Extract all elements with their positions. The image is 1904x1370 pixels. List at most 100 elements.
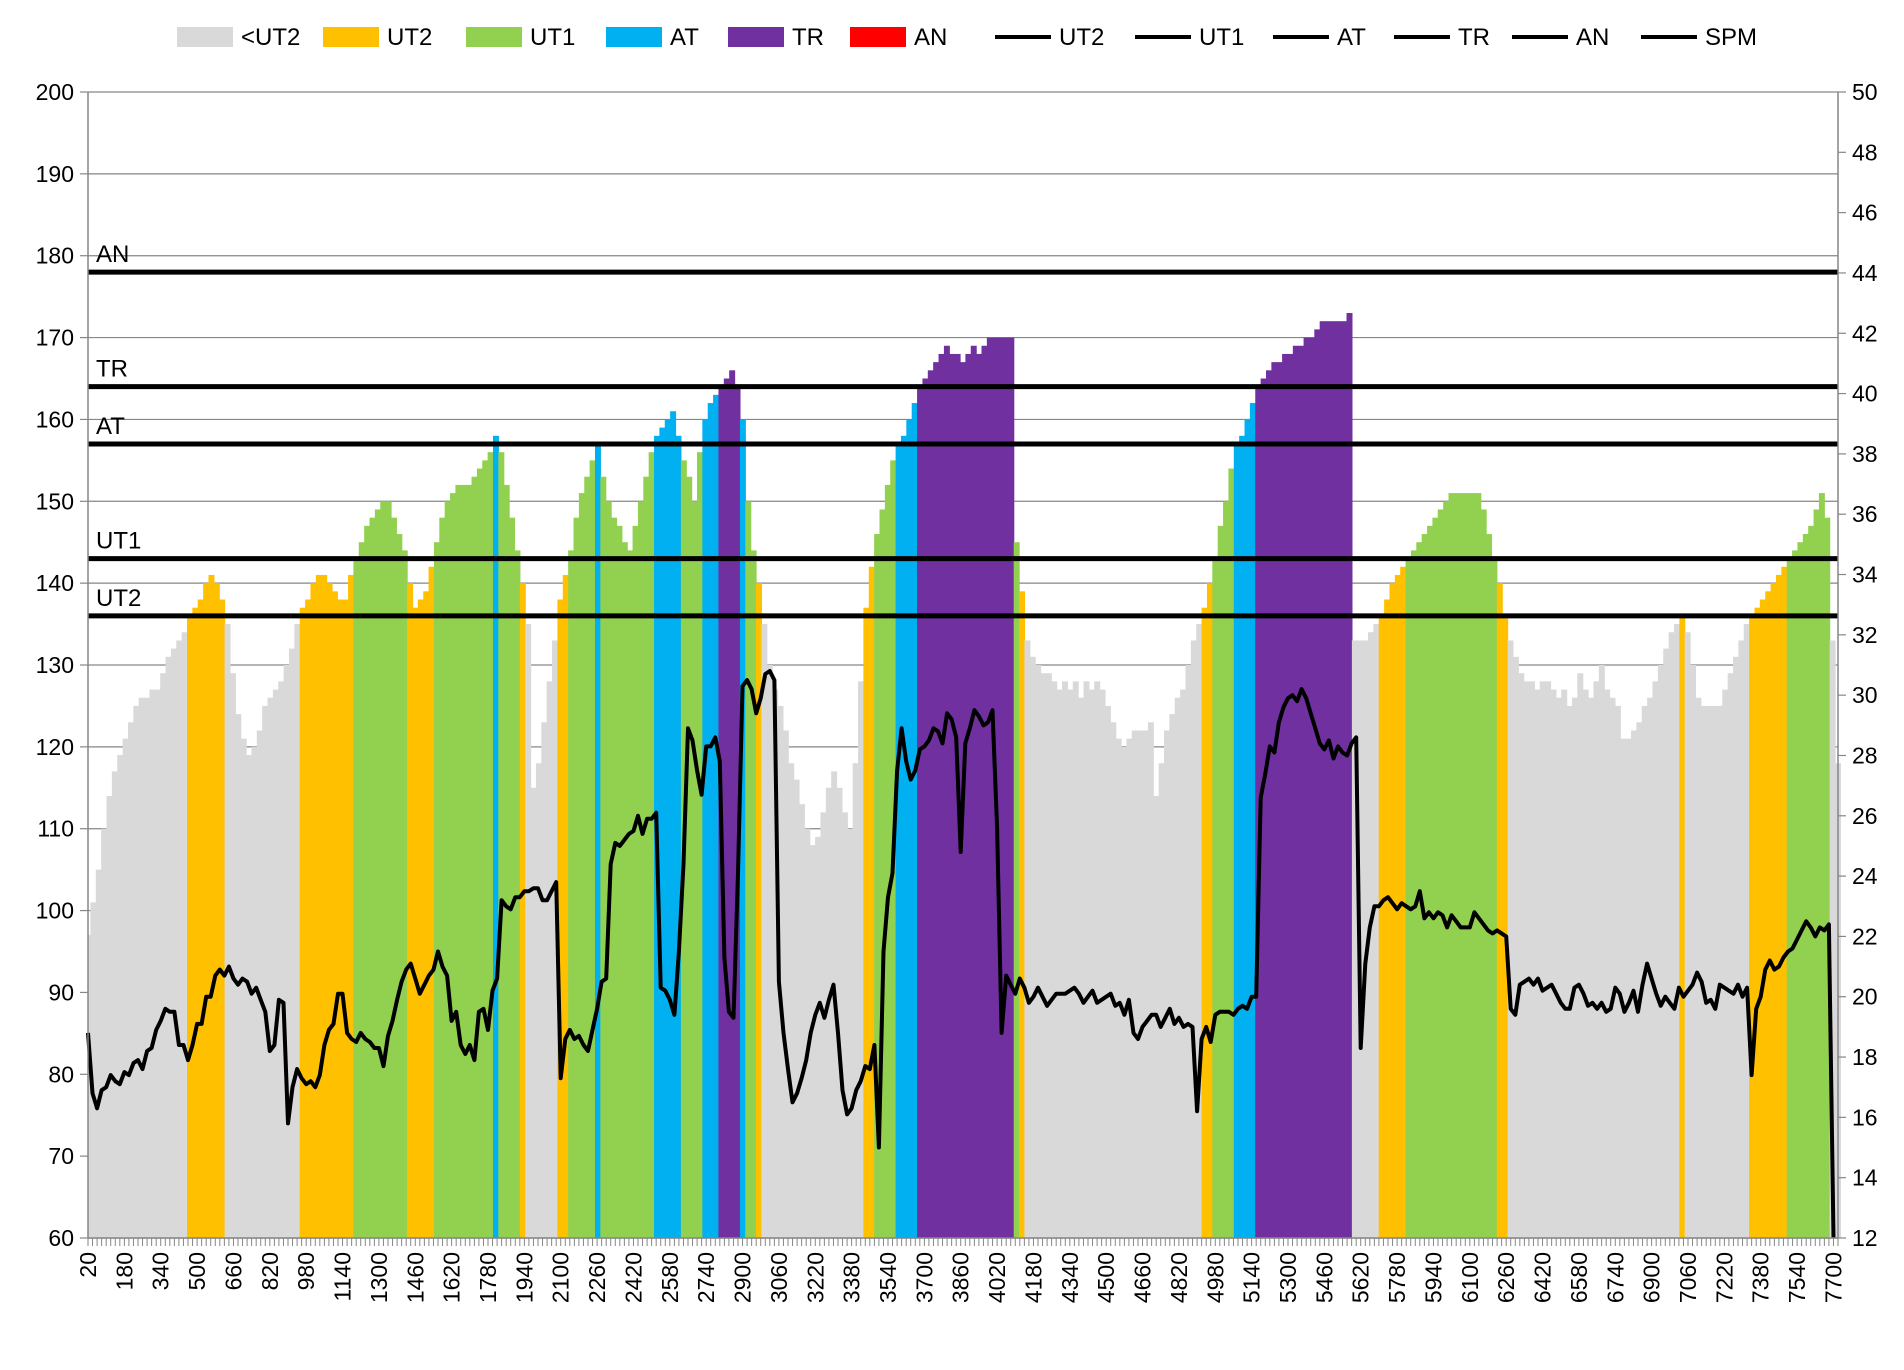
hr-bar: [1673, 624, 1680, 1238]
legend-swatch: [728, 27, 784, 47]
hr-bar: [283, 665, 290, 1238]
hr-bar: [1217, 525, 1224, 1238]
y-right-tick-label: 40: [1852, 381, 1878, 407]
hr-bar: [906, 419, 913, 1238]
hr-bar: [1196, 624, 1203, 1238]
hr-bar: [197, 599, 204, 1238]
hr-bar: [1115, 738, 1122, 1238]
hr-bar: [187, 615, 193, 1238]
hr-bar: [1276, 362, 1283, 1239]
hr-bar: [1582, 689, 1589, 1238]
hr-bar: [1051, 681, 1058, 1238]
hr-bar: [648, 452, 655, 1239]
x-tick-label: 4340: [1057, 1252, 1083, 1303]
hr-bar: [750, 550, 757, 1238]
hr-bar: [1555, 697, 1562, 1238]
x-tick-label: 3380: [839, 1252, 865, 1303]
hr-bar: [659, 427, 666, 1239]
y-left-tick-label: 200: [36, 79, 74, 105]
x-tick-label: 2260: [584, 1252, 610, 1303]
hr-bar: [423, 591, 430, 1238]
hr-bar: [1002, 337, 1009, 1239]
legend-label: UT1: [530, 24, 575, 51]
x-tick-label: 4500: [1093, 1252, 1119, 1303]
hr-bar: [348, 574, 355, 1238]
hr-bar: [1206, 583, 1213, 1238]
hr-bar: [1690, 665, 1697, 1238]
hr-bar: [1550, 689, 1557, 1238]
x-tick-label: 980: [293, 1252, 319, 1290]
hr-bar: [1287, 353, 1294, 1238]
hr-bar: [541, 722, 548, 1238]
hr-bar: [95, 869, 102, 1238]
hr-bar: [600, 476, 607, 1238]
hr-bar: [1534, 689, 1541, 1238]
hr-bar: [858, 681, 864, 1238]
y-left-tick-label: 180: [36, 243, 74, 269]
hr-bar: [1249, 403, 1256, 1238]
hr-bar: [1459, 493, 1466, 1239]
hr-bar: [1759, 599, 1766, 1238]
hr-bar: [1802, 534, 1809, 1238]
y-right-tick-label: 12: [1852, 1225, 1878, 1251]
hr-bar: [986, 337, 993, 1239]
x-tick-label: 6260: [1493, 1252, 1519, 1303]
y-right-tick-label: 30: [1852, 682, 1878, 708]
x-tick-label: 340: [148, 1252, 174, 1290]
hr-bar: [1614, 705, 1621, 1238]
hr-bar: [503, 484, 510, 1238]
hr-bar: [133, 705, 140, 1238]
hr-bar: [1432, 517, 1439, 1238]
hr-bar: [476, 468, 483, 1238]
hr-bar: [1308, 337, 1315, 1239]
threshold-label: UT2: [96, 585, 141, 612]
hr-bar: [616, 525, 623, 1238]
hr-bar: [1652, 681, 1659, 1238]
x-tick-label: 4820: [1166, 1252, 1192, 1303]
hr-bar: [170, 648, 177, 1238]
hr-bar: [637, 501, 644, 1238]
hr-bar: [723, 378, 730, 1238]
hr-bar: [1341, 321, 1348, 1238]
hr-bar: [219, 599, 226, 1238]
hr-bar: [380, 501, 387, 1238]
hr-bar: [949, 353, 956, 1238]
hr-bar: [691, 501, 698, 1238]
hr-bar: [401, 550, 408, 1238]
hr-bar: [761, 624, 768, 1238]
hr-bar: [643, 476, 650, 1238]
y-right-tick-label: 26: [1852, 803, 1878, 829]
x-tick-label: 3700: [911, 1252, 937, 1303]
y-right-tick-label: 16: [1852, 1104, 1878, 1130]
hr-bar: [487, 452, 494, 1239]
hr-bar: [927, 370, 934, 1238]
hr-bar: [546, 681, 553, 1238]
hr-bar: [1062, 681, 1068, 1238]
hr-bar: [1496, 583, 1503, 1238]
hr-bar: [1765, 591, 1772, 1238]
hr-bar: [562, 574, 569, 1238]
hr-bar: [1529, 681, 1536, 1238]
hr-bar: [702, 419, 709, 1238]
hr-bar: [1743, 624, 1750, 1238]
hr-bar: [1829, 640, 1836, 1238]
y-left-tick-label: 170: [36, 325, 74, 351]
hr-bar: [1523, 681, 1530, 1238]
hr-bar: [1330, 321, 1337, 1238]
hr-bar: [943, 345, 950, 1238]
hr-bar: [154, 689, 161, 1238]
hr-bar: [1078, 697, 1085, 1238]
hr-bar: [229, 673, 236, 1238]
legend-label: UT2: [1059, 24, 1104, 51]
hr-bar: [450, 493, 457, 1239]
hr-bar: [1437, 509, 1444, 1238]
hr-bar: [1233, 443, 1240, 1238]
hr-bar: [1131, 730, 1138, 1238]
hr-bar: [444, 501, 451, 1238]
hr-bar: [289, 648, 295, 1238]
hr-bar: [1099, 689, 1106, 1238]
hr-bar: [525, 624, 532, 1238]
y-left-tick-label: 140: [36, 570, 74, 596]
hr-bar: [976, 353, 983, 1238]
hr-bar: [1282, 353, 1289, 1238]
